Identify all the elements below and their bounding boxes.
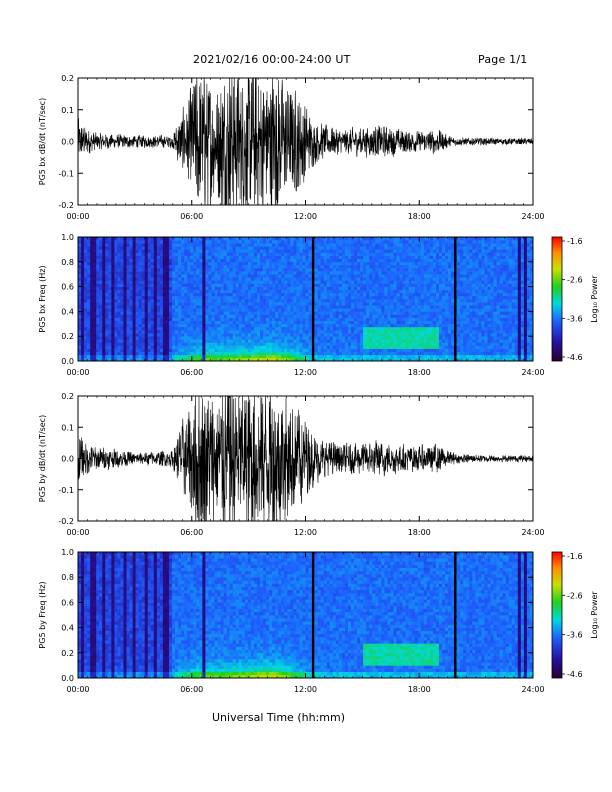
y-tick-label: 0.0 xyxy=(61,455,74,464)
x-tick-label: 18:00 xyxy=(408,528,431,537)
x-tick-label: 24:00 xyxy=(521,212,544,221)
data-gap-marker xyxy=(454,552,457,678)
colorbar xyxy=(551,551,563,679)
x-tick-label: 00:00 xyxy=(66,368,89,377)
x-tick-label: 12:00 xyxy=(294,528,317,537)
data-gap-marker xyxy=(311,552,315,678)
x-tick-label: 06:00 xyxy=(180,685,203,694)
data-gap-marker xyxy=(454,237,457,361)
y-axis-label: PG5 bx dB/dt (nT/sec) xyxy=(38,98,47,185)
x-tick-label: 12:00 xyxy=(294,685,317,694)
y-tick-label: 0.8 xyxy=(61,573,74,582)
y-tick-label: 1.0 xyxy=(61,548,74,557)
y-tick-label: 0.6 xyxy=(61,598,74,607)
colorbar-label: Log₁₀ Power xyxy=(590,591,599,639)
colorbar-tick-label: -4.6 xyxy=(567,353,583,362)
y-tick-label: -0.1 xyxy=(58,169,74,178)
page-title: 2021/02/16 00:00-24:00 UT xyxy=(193,53,351,66)
y-tick-label: -0.2 xyxy=(58,201,74,210)
y-tick-label: -0.1 xyxy=(58,486,74,495)
colorbar-tick-label: -4.6 xyxy=(567,670,583,679)
x-tick-label: 18:00 xyxy=(408,685,431,694)
page-number: Page 1/1 xyxy=(478,53,528,66)
y-tick-label: 0.1 xyxy=(61,423,74,432)
y-tick-label: 0.0 xyxy=(61,674,74,683)
y-tick-label: 0.8 xyxy=(61,258,74,267)
x-tick-label: 12:00 xyxy=(294,212,317,221)
colorbar-tick-label: -2.6 xyxy=(567,276,583,285)
colorbar xyxy=(551,236,563,362)
y-tick-label: 0.2 xyxy=(61,332,74,341)
x-tick-label: 24:00 xyxy=(521,685,544,694)
y-tick-label: 0.1 xyxy=(61,106,74,115)
y-tick-label: -0.2 xyxy=(58,517,74,526)
x-tick-label: 00:00 xyxy=(66,685,89,694)
panel-1: 00:00 06:00 12:00 18:00 24:00 0.2 0.1 0.0 -0.1 -0… xyxy=(38,74,545,221)
x-tick-label: 06:00 xyxy=(180,528,203,537)
y-axis-label: PG5 bx Freq (Hz) xyxy=(38,265,47,332)
colorbar-label: Log₁₀ Power xyxy=(590,275,599,323)
x-tick-label: 18:00 xyxy=(408,368,431,377)
y-axis-label: PG5 by dB/dt (nT/sec) xyxy=(38,415,47,502)
colorbar-tick-label: -1.6 xyxy=(567,552,583,561)
colorbar-tick-label: -3.6 xyxy=(567,631,583,640)
y-tick-label: 0.4 xyxy=(61,307,74,316)
panel-3: 00:00 06:00 12:00 18:00 24:00 0.2 0.1 0.0 -0.1 -0… xyxy=(38,392,545,537)
colorbar-tick-label: -2.6 xyxy=(567,591,583,600)
panel-4: -1.6 -2.6 -3.6 -4.6 Log₁₀ Power 00:00 06:00 12:… xyxy=(38,548,599,694)
y-tick-label: 0.2 xyxy=(61,74,74,83)
x-tick-label: 24:00 xyxy=(521,528,544,537)
x-tick-label: 12:00 xyxy=(294,368,317,377)
x-tick-label: 18:00 xyxy=(408,212,431,221)
x-tick-label: 06:00 xyxy=(180,212,203,221)
x-axis-title: Universal Time (hh:mm) xyxy=(212,711,345,724)
y-tick-label: 0.0 xyxy=(61,138,74,147)
x-tick-label: 00:00 xyxy=(66,212,89,221)
y-tick-label: 0.4 xyxy=(61,624,74,633)
waveform-trace xyxy=(78,396,533,521)
waveform-trace xyxy=(78,78,533,205)
x-tick-label: 00:00 xyxy=(66,528,89,537)
colorbar-tick-label: -1.6 xyxy=(567,237,583,246)
x-tick-label: 06:00 xyxy=(180,368,203,377)
x-tick-label: 24:00 xyxy=(521,368,544,377)
panel-2: -1.6 -2.6 -3.6 -4.6 Log₁₀ Power 00:00 06:00 12:… xyxy=(38,233,599,377)
y-tick-label: 0.0 xyxy=(61,357,74,366)
y-tick-label: 0.6 xyxy=(61,283,74,292)
data-gap-marker xyxy=(311,237,315,361)
y-axis-label: PG5 by Freq (Hz) xyxy=(38,581,47,648)
y-tick-label: 0.2 xyxy=(61,392,74,401)
y-tick-label: 1.0 xyxy=(61,233,74,242)
colorbar-tick-label: -3.6 xyxy=(567,314,583,323)
y-tick-label: 0.2 xyxy=(61,649,74,658)
